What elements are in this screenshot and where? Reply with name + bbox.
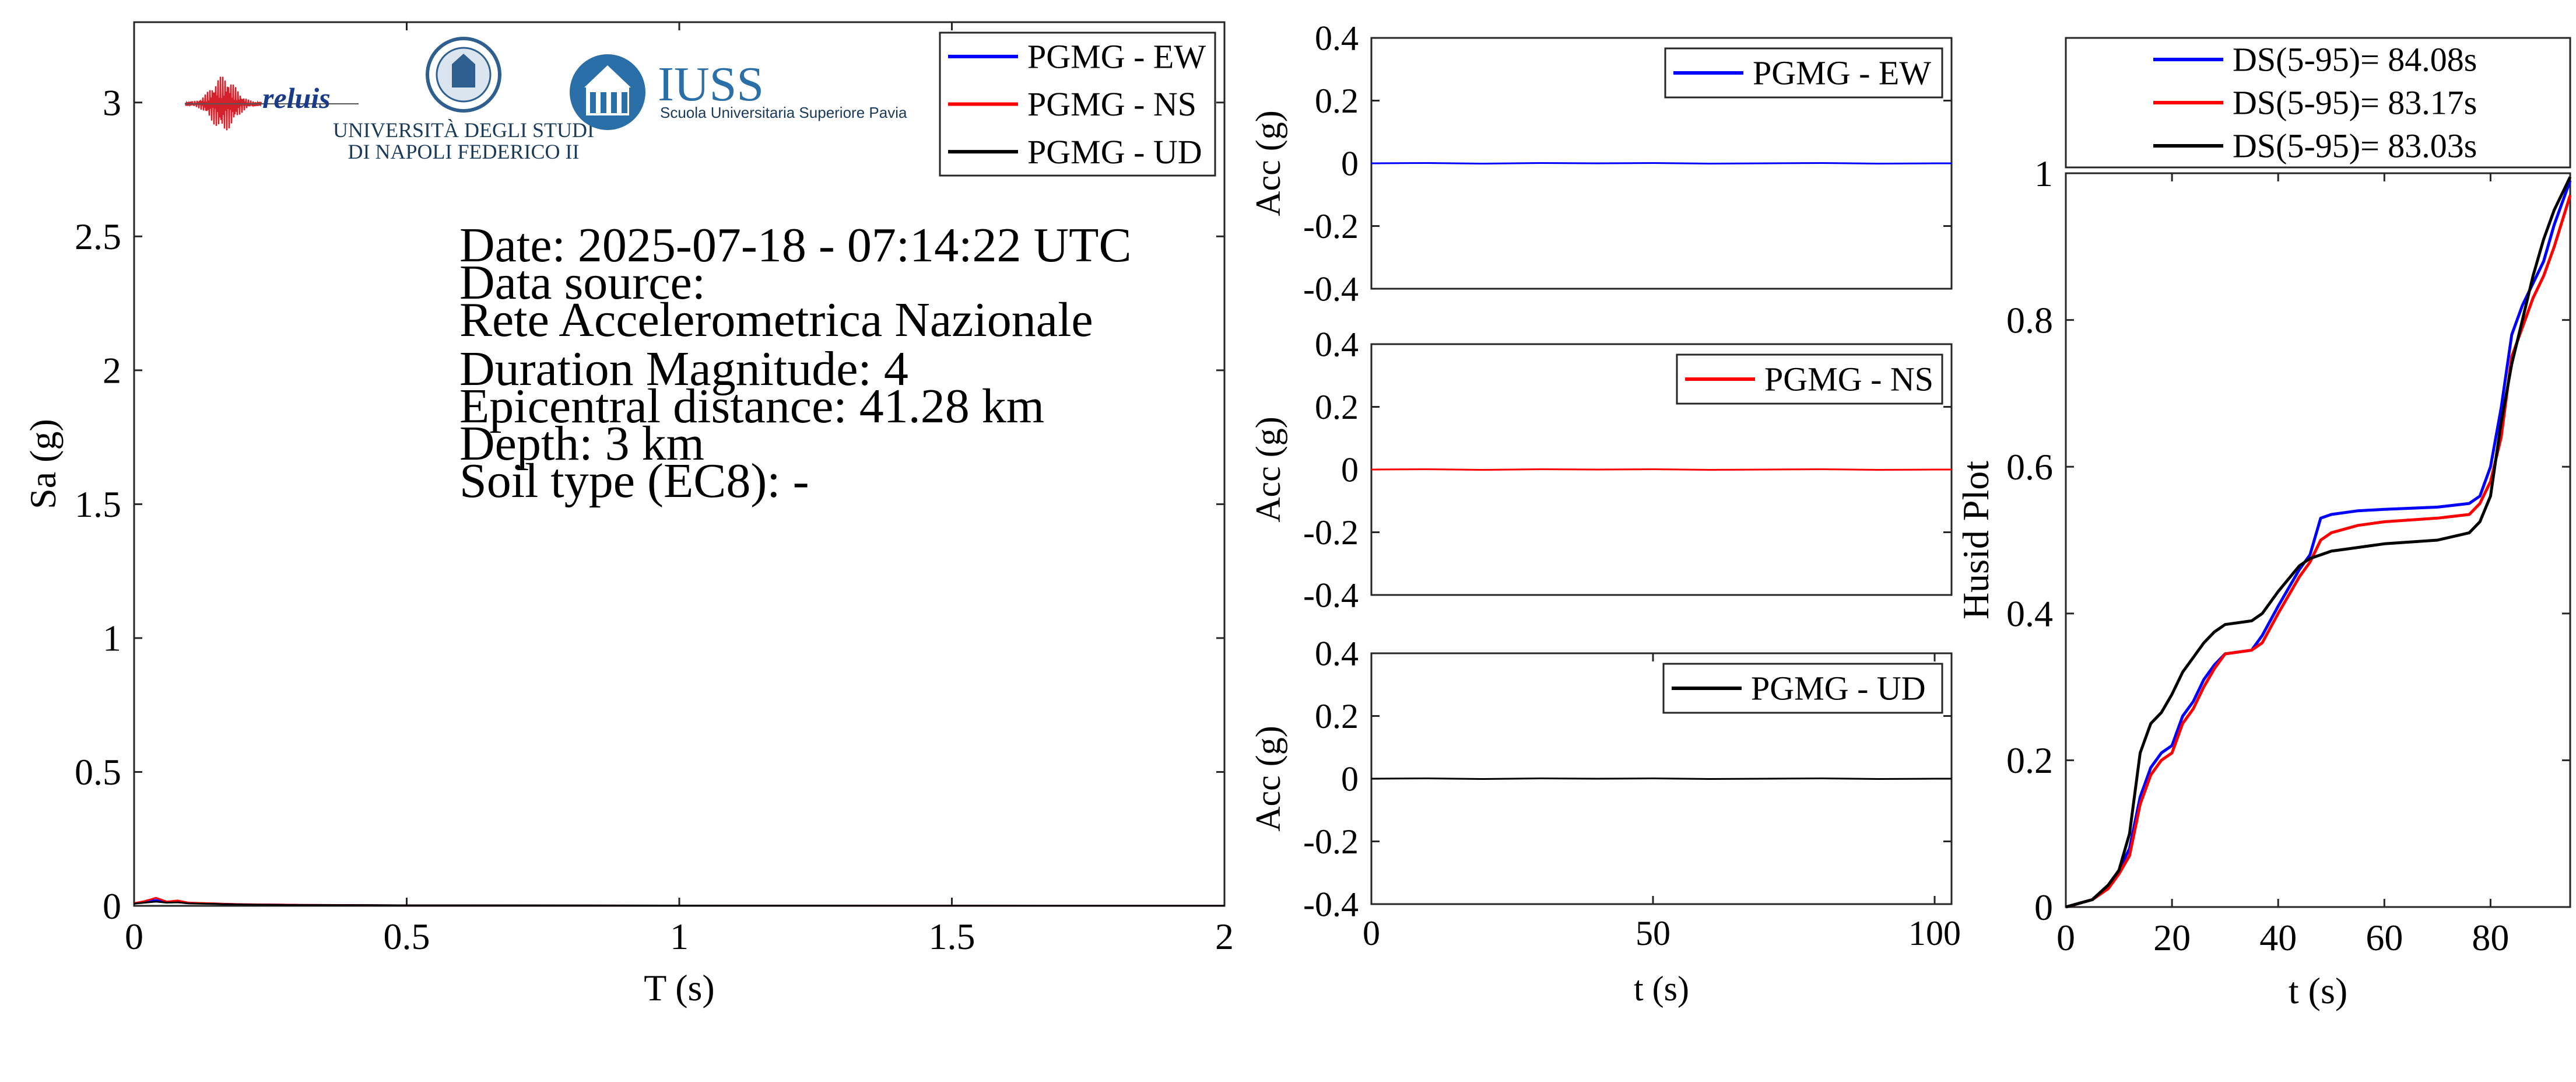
x-tick-label: 0: [2056, 917, 2075, 958]
acc-ns-panel: -0.4 -0.2 0 0.2 0.4 Acc (g) PGMG - NS: [1249, 325, 1953, 614]
acc-ew-panel: -0.4 -0.2 0 0.2 0.4 Acc (g) PGMG - EW: [1249, 19, 1953, 308]
husid-panel: 0 0.2 0.4 0.6 0.8 1 0 20 40 60 80 Husid Plot t (s) DS…: [1955, 37, 2572, 1011]
x-tick-label: 1.5: [929, 916, 975, 957]
y-tick-label: 0.4: [2006, 593, 2053, 635]
y-tick-label: 0.4: [1315, 634, 1359, 673]
legend-label: PGMG - EW: [1027, 38, 1206, 76]
series-line: [2065, 180, 2572, 909]
y-tick-label: 0.2: [1315, 697, 1359, 736]
legend-label: PGMG - UD: [1751, 670, 1926, 708]
event-info: Date: 2025-07-18 - 07:14:22 UTC Data sou…: [459, 218, 1132, 508]
x-tick-label: 50: [1636, 914, 1670, 953]
x-tick-label: 80: [2472, 917, 2509, 958]
y-tick-label: -0.2: [1303, 822, 1359, 861]
y-tick-label: -0.4: [1303, 576, 1359, 614]
iuss-subtitle: Scuola Universitaria Superiore Pavia: [660, 104, 907, 121]
y-tick-label: 2: [103, 350, 121, 391]
legend: PGMG - EW: [1664, 47, 1943, 99]
y-tick-label: 2.5: [75, 216, 121, 257]
y-tick-label: 0.6: [2006, 446, 2053, 488]
y-tick-label: 0.2: [1315, 82, 1359, 120]
y-tick-label: -0.2: [1303, 207, 1359, 246]
legend-label: PGMG - NS: [1027, 85, 1196, 123]
y-tick-label: 1: [2034, 153, 2053, 194]
reluis-logo-text: reluis: [262, 82, 331, 114]
y-tick-label: 3: [103, 82, 121, 123]
seismogram-trace: [184, 76, 262, 131]
acc-ud-panel: -0.4 -0.2 0 0.2 0.4 0 50 100 Acc (g) t (s) PGMG - …: [1249, 634, 1961, 1008]
legend-label: DS(5-95)= 83.17s: [2233, 84, 2477, 122]
y-tick-label: 1.5: [75, 484, 121, 525]
x-tick-label: 40: [2259, 917, 2297, 958]
x-tick-label: 100: [1908, 914, 1961, 953]
info-data-source-label: Data source:: [459, 255, 706, 310]
iuss-name: IUSS: [658, 57, 764, 111]
y-tick-label: 0.2: [1315, 388, 1359, 426]
y-tick-label: 0: [103, 885, 121, 927]
reluis-logo: reluis: [184, 76, 359, 131]
info-epicentral-distance: Epicentral distance: 41.28 km: [459, 379, 1044, 433]
series-line: [134, 901, 1225, 907]
legend: PGMG - NS: [1676, 353, 1943, 405]
x-tick-label: 0: [1363, 914, 1380, 953]
legend: PGMG - EW PGMG - NS PGMG - UD: [939, 31, 1216, 177]
x-tick-label: 20: [2153, 917, 2191, 958]
y-axis-label: Husid Plot: [1955, 461, 1996, 619]
legend: PGMG - UD: [1662, 663, 1943, 714]
legend-label: DS(5-95)= 84.08s: [2233, 41, 2477, 79]
info-date: Date: 2025-07-18 - 07:14:22 UTC: [459, 218, 1132, 272]
reluis-seismogram: [184, 76, 359, 131]
legend-label: PGMG - EW: [1753, 54, 1931, 92]
legend-label: PGMG - NS: [1764, 360, 1933, 398]
y-tick-label: -0.2: [1303, 513, 1359, 552]
y-axis-label: Acc (g): [1249, 416, 1287, 523]
x-axis-label: t (s): [2289, 970, 2347, 1011]
legend: DS(5-95)= 84.08s DS(5-95)= 83.17s DS(5-95)…: [2065, 37, 2571, 169]
legend-box: [2065, 37, 2571, 169]
y-axis-label: Acc (g): [1249, 110, 1287, 216]
y-tick-label: 0.4: [1315, 19, 1359, 57]
legend-label: PGMG - UD: [1027, 133, 1202, 171]
unina-name-line1: UNIVERSITÀ DEGLI STUDI: [333, 118, 594, 142]
series-line: [1371, 162, 1952, 164]
y-tick-label: 0: [1341, 759, 1359, 798]
x-tick-label: 2: [1215, 916, 1234, 957]
info-soil-type: Soil type (EC8): -: [459, 454, 809, 508]
y-tick-label: -0.4: [1303, 269, 1359, 308]
spectrum-panel: 0 0.5 1 1.5 2 2.5 3 0 0.5 1 1.5 2 Sa (g) T (s) PGMG - …: [22, 21, 1234, 1009]
info-depth: Depth: 3 km: [459, 416, 704, 471]
series-line: [2065, 176, 2572, 909]
y-tick-label: 0.2: [2006, 740, 2053, 781]
y-tick-label: 0: [1341, 144, 1359, 183]
x-tick-label: 60: [2366, 917, 2403, 958]
y-tick-label: 0: [1341, 450, 1359, 489]
x-tick-label: 0: [125, 916, 143, 957]
unina-name-line2: DI NAPOLI FEDERICO II: [348, 140, 580, 163]
info-magnitude: Duration Magnitude: 4: [459, 342, 908, 396]
info-data-source: Rete Accelerometrica Nazionale: [459, 293, 1093, 347]
x-tick-label: 1: [670, 916, 689, 957]
x-axis-label: T (s): [644, 967, 714, 1009]
unina-logo: UNIVERSITÀ DEGLI STUDI DI NAPOLI FEDERIC…: [333, 37, 594, 163]
y-tick-label: 0.8: [2006, 299, 2053, 341]
iuss-logo: IUSS Scuola Universitaria Superiore Pavi…: [570, 54, 907, 130]
y-tick-label: 0.5: [75, 751, 121, 793]
y-tick-label: 1: [103, 618, 121, 659]
y-tick-label: -0.4: [1303, 885, 1359, 923]
axes-box: [2065, 172, 2571, 908]
y-tick-label: 0: [2034, 887, 2053, 928]
x-axis-label: t (s): [1634, 969, 1689, 1008]
legend-label: DS(5-95)= 83.03s: [2233, 127, 2477, 165]
y-tick-label: 0.4: [1315, 325, 1359, 363]
y-axis-label: Sa (g): [22, 419, 64, 509]
y-axis-label: Acc (g): [1249, 726, 1287, 832]
x-tick-label: 0.5: [384, 916, 430, 957]
